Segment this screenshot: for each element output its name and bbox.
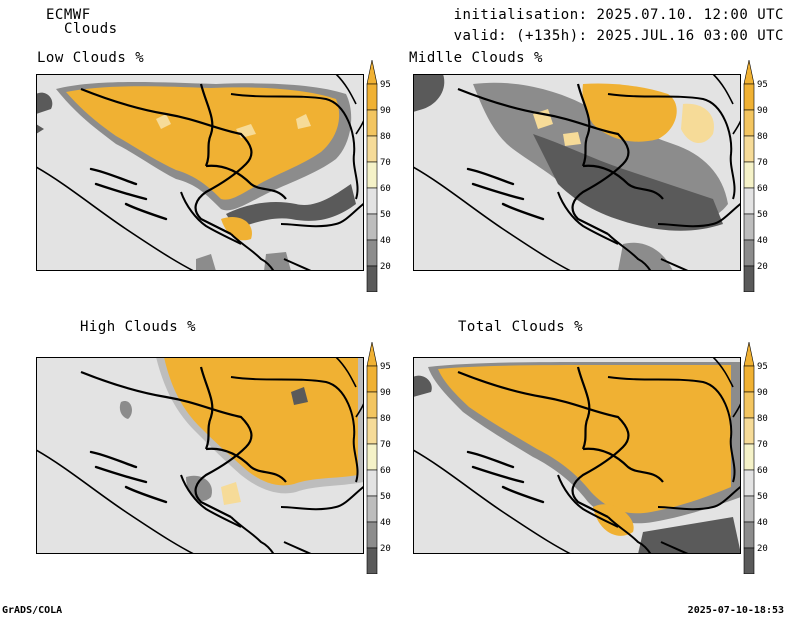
initialisation-label: initialisation: 2025.07.10. 12:00 UTC — [453, 7, 784, 23]
colorbar-swatch — [366, 265, 378, 292]
colorbar-tick-label: 80 — [757, 132, 768, 142]
colorbar-tick-label: 60 — [757, 184, 768, 194]
colorbar-swatch — [743, 187, 755, 215]
colorbar-swatch — [743, 109, 755, 137]
panel-title-total: Total Clouds % — [458, 319, 584, 335]
colorbar-swatch — [366, 365, 378, 393]
model-label: ECMWF — [46, 7, 91, 23]
colorbar-tick-label: 90 — [380, 106, 391, 116]
colorbar-tick-label: 20 — [757, 544, 768, 554]
colorbar-tick-label: 40 — [380, 518, 391, 528]
colorbar-tick-label: 70 — [380, 440, 391, 450]
valid-time-label: valid: (+135h): 2025.JUL.16 03:00 UTC — [453, 28, 784, 44]
colorbar-tick-label: 60 — [380, 184, 391, 194]
colorbar-tick-label: 20 — [380, 262, 391, 272]
colorbar-swatch — [743, 213, 755, 241]
colorbar-swatch — [366, 187, 378, 215]
colorbar-swatch — [366, 161, 378, 189]
colorbar-swatch — [743, 521, 755, 549]
colorbar-swatch — [743, 365, 755, 393]
colorbar-swatch — [366, 109, 378, 137]
colorbar-tick-label: 95 — [380, 80, 391, 90]
colorbar-swatch — [743, 417, 755, 445]
colorbar-high: 95 90 80 70 60 50 40 20 — [366, 341, 391, 574]
colorbar-tick-label: 95 — [757, 362, 768, 372]
colorbar-swatch — [366, 495, 378, 523]
colorbar-tick-label: 60 — [757, 466, 768, 476]
colorbar-middle: 95 90 80 70 60 50 40 20 — [743, 59, 768, 292]
panel-title-high: High Clouds % — [80, 319, 197, 335]
colorbar-tick-label: 60 — [380, 466, 391, 476]
colorbar-tick-label: 70 — [757, 440, 768, 450]
colorbar-tick-label: 20 — [380, 544, 391, 554]
colorbar-swatch — [366, 521, 378, 549]
colorbar-swatch — [366, 213, 378, 241]
map-middle-clouds — [413, 74, 741, 271]
map-high-clouds — [36, 357, 364, 554]
colorbar-tick-label: 95 — [380, 362, 391, 372]
colorbar-total: 95 90 80 70 60 50 40 20 — [743, 341, 768, 574]
colorbar-tick-label: 50 — [757, 492, 768, 502]
panel-title-low: Low Clouds % — [37, 50, 145, 66]
colorbar-tick-label: 80 — [380, 132, 391, 142]
colorbar-tick-label: 80 — [757, 414, 768, 424]
footer-timestamp-label: 2025-07-10-18:53 — [687, 605, 784, 616]
colorbar-swatch — [743, 161, 755, 189]
colorbar-tick-label: 40 — [757, 236, 768, 246]
colorbar-top-arrow — [743, 341, 755, 367]
colorbar-low: 95 90 80 70 60 50 40 20 — [366, 59, 391, 292]
colorbar-swatch — [743, 135, 755, 163]
colorbar-swatch — [743, 239, 755, 267]
colorbar-tick-label: 50 — [757, 210, 768, 220]
colorbar-tick-label: 40 — [757, 518, 768, 528]
colorbar-tick-label: 50 — [380, 492, 391, 502]
colorbar-tick-label: 90 — [757, 388, 768, 398]
colorbar-tick-label: 20 — [757, 262, 768, 272]
colorbar-swatch — [366, 417, 378, 445]
colorbar-swatch — [366, 135, 378, 163]
colorbar-tick-label: 95 — [757, 80, 768, 90]
panel-title-middle: Midlle Clouds % — [409, 50, 543, 66]
colorbar-top-arrow — [366, 59, 378, 85]
colorbar-top-arrow — [743, 59, 755, 85]
colorbar-tick-label: 70 — [757, 158, 768, 168]
colorbar-swatch — [743, 443, 755, 471]
colorbar-swatch — [366, 239, 378, 267]
map-low-clouds — [36, 74, 364, 271]
colorbar-swatch — [366, 391, 378, 419]
footer-software-label: GrADS/COLA — [2, 605, 63, 616]
colorbar-swatch — [743, 83, 755, 111]
colorbar-tick-label: 90 — [757, 106, 768, 116]
colorbar-swatch — [366, 83, 378, 111]
colorbar-top-arrow — [366, 341, 378, 367]
colorbar-tick-label: 90 — [380, 388, 391, 398]
colorbar-swatch — [366, 469, 378, 497]
colorbar-swatch — [366, 547, 378, 574]
colorbar-tick-label: 70 — [380, 158, 391, 168]
colorbar-swatch — [743, 391, 755, 419]
colorbar-swatch — [743, 265, 755, 292]
colorbar-tick-label: 80 — [380, 414, 391, 424]
colorbar-swatch — [743, 495, 755, 523]
colorbar-swatch — [743, 547, 755, 574]
map-total-clouds — [413, 357, 741, 554]
colorbar-tick-label: 40 — [380, 236, 391, 246]
product-label: Clouds — [64, 21, 118, 37]
colorbar-tick-label: 50 — [380, 210, 391, 220]
colorbar-swatch — [743, 469, 755, 497]
colorbar-swatch — [366, 443, 378, 471]
